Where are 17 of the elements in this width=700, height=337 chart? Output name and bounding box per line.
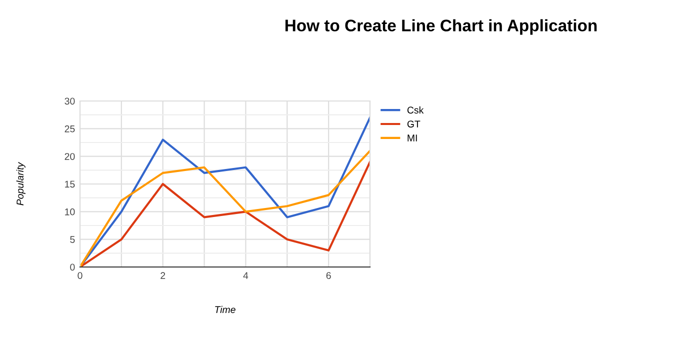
legend-label: MI (408, 134, 417, 142)
y-tick-label: 5 (70, 236, 75, 243)
y-tick-label: 0 (70, 264, 75, 271)
x-tick-label: 4 (243, 272, 248, 279)
x-axis-title: Time (215, 306, 236, 314)
x-tick-label: 0 (78, 272, 82, 279)
text: How to Create Line Chart in Application (285, 19, 597, 35)
legend-label: GT (407, 120, 420, 128)
y-tick-label: 20 (64, 153, 75, 160)
legend-label: Csk (407, 106, 424, 114)
x-tick-label: 2 (160, 272, 166, 279)
y-tick-label: 15 (65, 180, 75, 188)
x-tick-label: 6 (326, 272, 331, 279)
y-tick-label: 10 (65, 208, 75, 216)
y-axis-title: Popularity (16, 162, 26, 206)
y-tick-label: 25 (64, 125, 75, 132)
y-tick-label: 30 (64, 98, 75, 105)
